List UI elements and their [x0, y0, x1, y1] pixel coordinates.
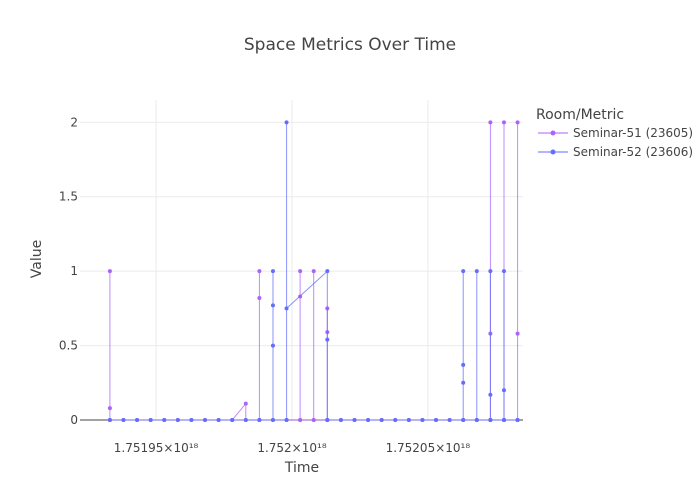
y-tick-label: 1.5 [59, 190, 78, 204]
x-axis-label: Time [284, 460, 319, 476]
data-point [488, 120, 493, 125]
x-tick-label: 1.75195×10¹⁸ [114, 441, 199, 455]
legend-label: Seminar-51 (23605) [573, 126, 693, 140]
data-point [270, 343, 275, 348]
data-point [298, 269, 303, 274]
data-point [461, 380, 466, 385]
data-point [107, 406, 112, 411]
series-layer [107, 120, 520, 422]
data-point [270, 418, 275, 422]
y-axis-label: Value [29, 240, 45, 278]
y-axis-ticks: 0 0.5 1 1.5 2 [59, 115, 78, 427]
data-point [175, 418, 180, 422]
data-point [162, 418, 167, 422]
data-point [311, 418, 316, 422]
data-point [515, 418, 520, 422]
legend-label: Seminar-52 (23606) [573, 145, 693, 159]
data-point [406, 418, 411, 422]
data-point [298, 418, 303, 422]
data-point [311, 269, 316, 274]
data-point [420, 418, 425, 422]
data-point [107, 269, 112, 274]
data-point [461, 362, 466, 367]
data-point [270, 269, 275, 274]
data-point [474, 269, 479, 274]
data-point [148, 418, 153, 422]
data-point [488, 269, 493, 274]
x-tick-label: 1.752×10¹⁸ [257, 441, 326, 455]
data-point [447, 418, 452, 422]
data-point [393, 418, 398, 422]
data-point [461, 269, 466, 274]
data-point [216, 418, 221, 422]
y-tick-label: 0 [70, 413, 78, 427]
data-point [257, 269, 262, 274]
y-tick-label: 0.5 [59, 339, 78, 353]
data-point [488, 418, 493, 422]
data-point [107, 418, 112, 422]
data-point [474, 418, 479, 422]
y-tick-label: 2 [70, 115, 78, 129]
data-point [325, 418, 330, 422]
data-point [366, 418, 371, 422]
data-point [501, 388, 506, 393]
data-point [270, 303, 275, 308]
data-point [243, 401, 248, 406]
data-point [135, 418, 140, 422]
legend[interactable]: Seminar-51 (23605) Seminar-52 (23606) [538, 126, 693, 159]
data-point [461, 418, 466, 422]
data-point [501, 269, 506, 274]
data-point [203, 418, 208, 422]
legend-item[interactable]: Seminar-51 (23605) [538, 126, 693, 140]
data-point [515, 331, 520, 336]
data-point [488, 392, 493, 397]
data-point [257, 418, 262, 422]
data-point [338, 418, 343, 422]
y-tick-label: 1 [70, 264, 78, 278]
data-point [284, 418, 289, 422]
legend-swatch-marker [550, 130, 556, 136]
data-point [121, 418, 126, 422]
data-point [515, 120, 520, 125]
data-point [501, 120, 506, 125]
data-point [325, 269, 330, 274]
data-point [501, 418, 506, 422]
data-point [325, 337, 330, 342]
data-point [352, 418, 357, 422]
data-point [189, 418, 194, 422]
chart-title: Space Metrics Over Time [244, 35, 456, 55]
data-point [434, 418, 439, 422]
series-2 [107, 120, 520, 422]
data-point [284, 120, 289, 125]
legend-swatch-marker [550, 149, 556, 155]
data-point [243, 418, 248, 422]
data-point [379, 418, 384, 422]
x-tick-label: 1.75205×10¹⁸ [386, 441, 471, 455]
data-point [257, 295, 262, 300]
data-point [230, 418, 235, 422]
x-axis-ticks: 1.75195×10¹⁸ 1.752×10¹⁸ 1.75205×10¹⁸ [114, 441, 471, 455]
legend-item[interactable]: Seminar-52 (23606) [538, 145, 693, 159]
legend-title: Room/Metric [536, 107, 624, 123]
data-point [284, 306, 289, 311]
